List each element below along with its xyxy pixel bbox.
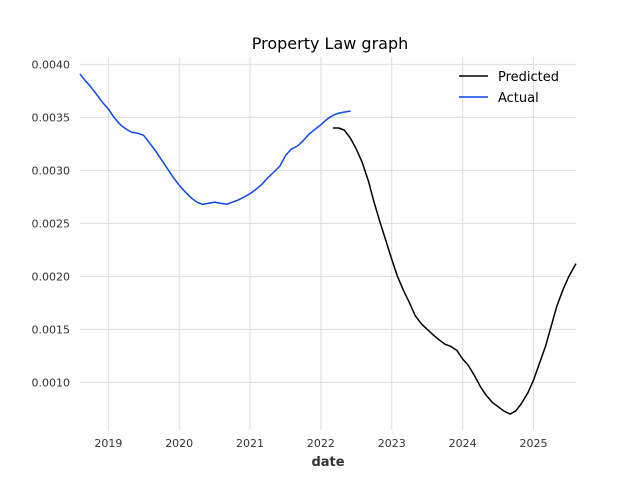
- legend-label-predicted: Predicted: [498, 70, 559, 85]
- y-tick-label: 0.0020: [32, 270, 71, 283]
- series-line-predicted: [332, 127, 577, 415]
- x-gridlines: [107, 57, 534, 430]
- y-gridlines: [80, 63, 576, 383]
- x-tick-label: 2025: [519, 437, 547, 450]
- x-tick-labels: 2019 2020 2021 2022 2023 2024 2025: [94, 437, 547, 450]
- y-tick-label: 0.0010: [32, 376, 71, 389]
- y-tick-label: 0.0025: [32, 217, 71, 230]
- y-tick-label: 0.0015: [32, 323, 71, 336]
- y-tick-labels: 0.0010 0.0015 0.0020 0.0025 0.0030 0.0035 0.00…: [32, 58, 71, 389]
- series-layer: [79, 73, 577, 415]
- y-tick-label: 0.0040: [32, 58, 71, 71]
- x-tick-label: 2019: [94, 437, 122, 450]
- x-tick-label: 2020: [165, 437, 193, 450]
- x-tick-label: 2024: [449, 437, 477, 450]
- legend[interactable]: Predicted Actual: [459, 70, 559, 106]
- x-tick-label: 2021: [236, 437, 264, 450]
- x-tick-label: 2023: [378, 437, 406, 450]
- legend-label-actual: Actual: [498, 91, 539, 106]
- chart-title: Property Law graph: [252, 34, 409, 53]
- x-axis-label: date: [311, 455, 344, 470]
- series-line-actual: [79, 73, 351, 206]
- y-tick-label: 0.0035: [32, 111, 71, 124]
- x-tick-label: 2022: [307, 437, 335, 450]
- y-tick-label: 0.0030: [32, 164, 71, 177]
